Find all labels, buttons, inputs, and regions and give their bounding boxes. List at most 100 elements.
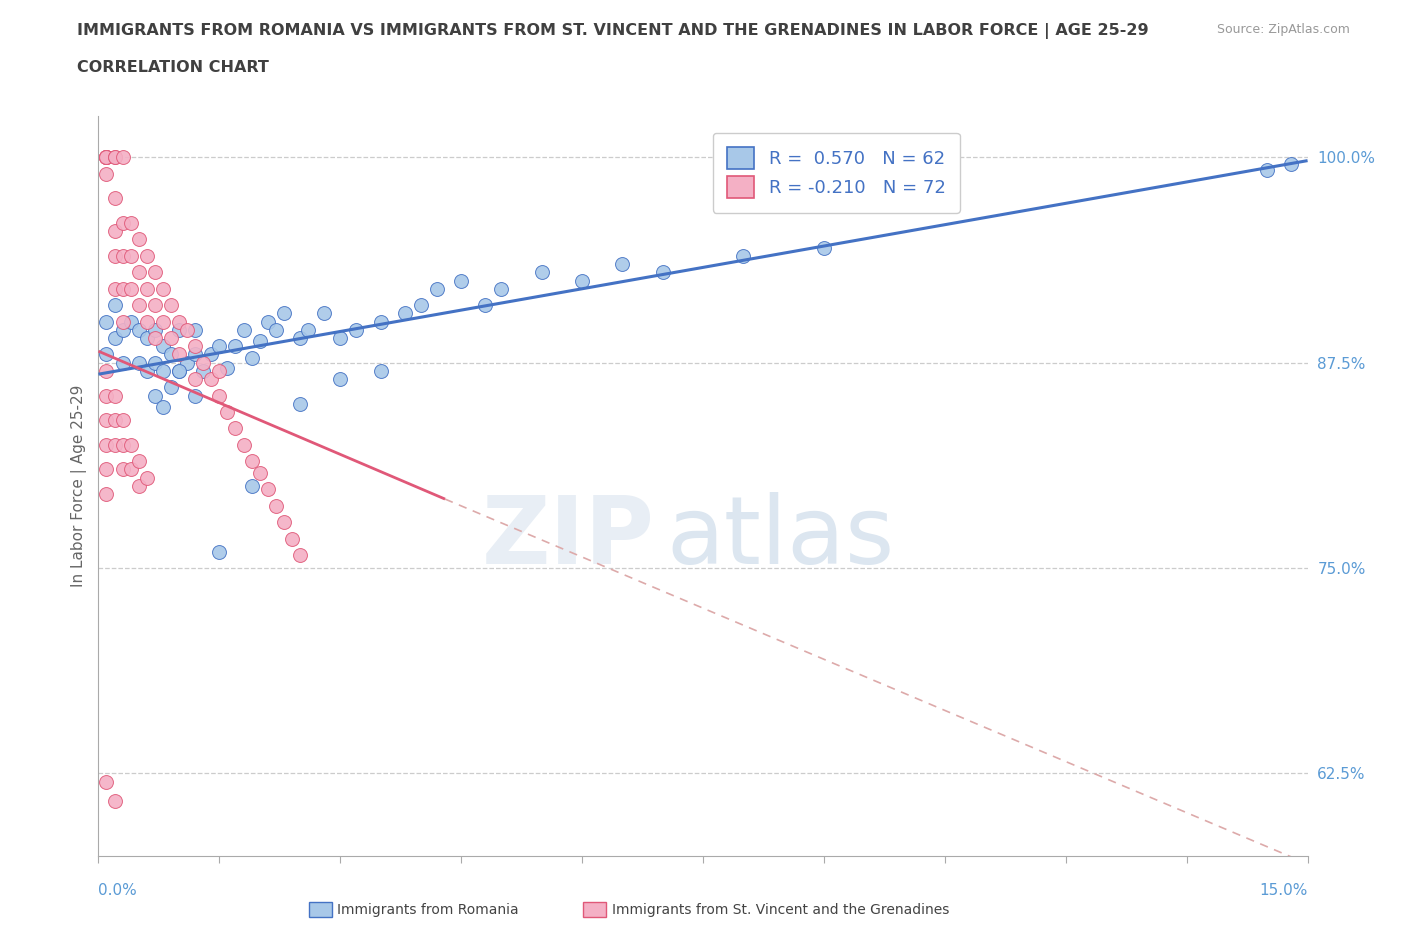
Point — [612, 257, 634, 272]
Point — [344, 323, 367, 338]
Point — [491, 281, 513, 296]
Point — [96, 150, 118, 165]
Point — [167, 364, 190, 379]
Point — [288, 548, 311, 563]
Point — [128, 454, 150, 469]
Point — [184, 323, 207, 338]
Point — [208, 544, 231, 559]
Point — [111, 281, 134, 296]
Point — [111, 248, 134, 263]
Point — [184, 388, 207, 403]
Point — [135, 281, 157, 296]
Point — [135, 314, 157, 329]
Point — [232, 437, 254, 452]
Point — [120, 248, 142, 263]
Point — [208, 388, 231, 403]
Point — [111, 216, 134, 231]
Point — [394, 306, 416, 321]
Point — [167, 347, 190, 362]
Point — [96, 364, 118, 379]
Point — [160, 379, 183, 394]
Point — [128, 355, 150, 370]
Point — [103, 150, 125, 165]
Point — [120, 216, 142, 231]
Point — [103, 388, 125, 403]
Point — [232, 323, 254, 338]
Point — [273, 514, 295, 529]
Point — [96, 413, 118, 428]
Text: atlas: atlas — [666, 492, 896, 584]
Point — [160, 330, 183, 345]
Point — [128, 298, 150, 312]
Point — [120, 314, 142, 329]
Point — [200, 347, 222, 362]
Point — [111, 314, 134, 329]
Point — [288, 396, 311, 411]
Point — [128, 232, 150, 246]
Point — [103, 330, 125, 345]
Point — [256, 482, 278, 497]
Point — [370, 314, 392, 329]
Point — [193, 364, 215, 379]
Point — [160, 347, 183, 362]
Point — [224, 339, 246, 353]
Point — [450, 273, 472, 288]
Point — [135, 471, 157, 485]
Point — [208, 339, 231, 353]
Point — [256, 314, 278, 329]
Point — [96, 347, 118, 362]
Point — [96, 774, 118, 789]
Point — [314, 306, 336, 321]
Text: Immigrants from St. Vincent and the Grenadines: Immigrants from St. Vincent and the Gren… — [612, 902, 949, 917]
Point — [288, 330, 311, 345]
Point — [103, 298, 125, 312]
Point — [329, 330, 352, 345]
Text: Immigrants from Romania: Immigrants from Romania — [337, 902, 519, 917]
Point — [103, 224, 125, 239]
Legend: R =  0.570   N = 62, R = -0.210   N = 72: R = 0.570 N = 62, R = -0.210 N = 72 — [713, 133, 960, 213]
Point — [474, 298, 496, 312]
Point — [143, 355, 166, 370]
Point — [96, 462, 118, 477]
Point — [176, 323, 198, 338]
Point — [111, 462, 134, 477]
Point — [152, 339, 174, 353]
Point — [208, 364, 231, 379]
Point — [273, 306, 295, 321]
Point — [370, 364, 392, 379]
Text: ZIP: ZIP — [482, 492, 655, 584]
Point — [193, 355, 215, 370]
Point — [103, 413, 125, 428]
Point — [135, 330, 157, 345]
Point — [409, 298, 432, 312]
Point — [240, 454, 263, 469]
Point — [135, 364, 157, 379]
Point — [240, 351, 263, 365]
Y-axis label: In Labor Force | Age 25-29: In Labor Force | Age 25-29 — [72, 385, 87, 587]
Point — [184, 339, 207, 353]
Point — [217, 360, 239, 375]
Point — [733, 248, 755, 263]
Point — [167, 314, 190, 329]
Point — [120, 281, 142, 296]
Point — [329, 372, 352, 387]
Point — [152, 400, 174, 415]
Point — [111, 437, 134, 452]
Point — [96, 437, 118, 452]
Point — [152, 314, 174, 329]
Point — [813, 240, 835, 255]
Point — [152, 281, 174, 296]
Point — [96, 388, 118, 403]
Point — [96, 314, 118, 329]
Point — [143, 388, 166, 403]
Point — [426, 281, 449, 296]
Point — [571, 273, 593, 288]
Text: IMMIGRANTS FROM ROMANIA VS IMMIGRANTS FROM ST. VINCENT AND THE GRENADINES IN LAB: IMMIGRANTS FROM ROMANIA VS IMMIGRANTS FR… — [77, 23, 1149, 39]
Point — [96, 150, 118, 165]
Point — [281, 531, 304, 546]
Point — [651, 265, 673, 280]
Point — [143, 323, 166, 338]
Point — [96, 150, 118, 165]
Point — [200, 372, 222, 387]
Point — [111, 355, 134, 370]
